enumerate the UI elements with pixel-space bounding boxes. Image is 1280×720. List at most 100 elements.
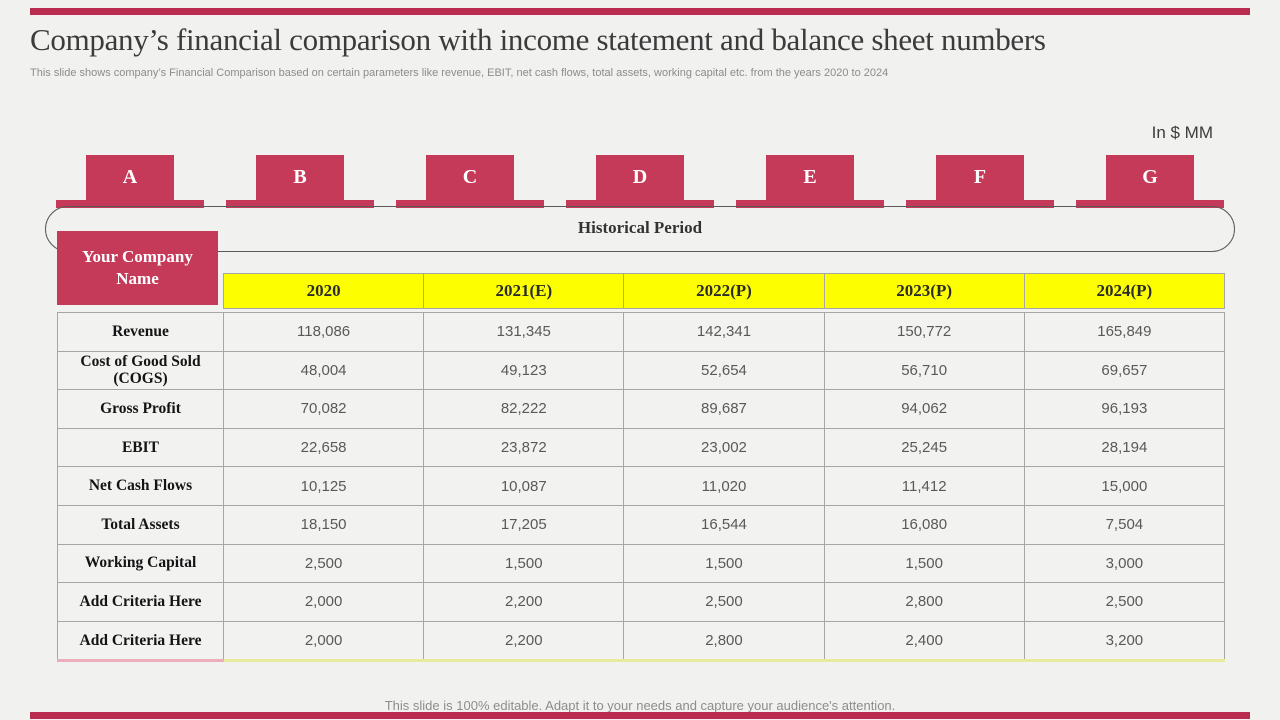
value-cell: 2,500 bbox=[623, 582, 825, 622]
value-cell: 89,687 bbox=[623, 389, 825, 429]
value-cell: 23,872 bbox=[423, 427, 625, 468]
value-cell: 11,412 bbox=[823, 466, 1025, 506]
row-label: Add Criteria Here bbox=[57, 620, 224, 663]
value-cell: 2,500 bbox=[1023, 582, 1226, 622]
tab-letter: B bbox=[256, 155, 344, 200]
tab-letter: A bbox=[86, 155, 174, 200]
timeline-tab-a: A bbox=[45, 155, 215, 208]
value-cell: 49,123 bbox=[423, 350, 625, 391]
value-cell: 52,654 bbox=[623, 350, 825, 391]
tab-letter: C bbox=[426, 155, 514, 200]
value-cell: 56,710 bbox=[823, 350, 1025, 391]
tab-flange bbox=[566, 200, 714, 208]
value-cell: 48,004 bbox=[222, 350, 425, 391]
value-cell: 165,849 bbox=[1023, 312, 1226, 352]
top-accent-bar bbox=[30, 8, 1250, 15]
page-subtitle: This slide shows company’s Financial Com… bbox=[30, 67, 889, 79]
historical-period-banner: Historical Period bbox=[45, 206, 1235, 252]
value-cell: 23,002 bbox=[623, 427, 825, 468]
table-row: Revenue 118,086 131,345 142,341 150,772 165,8… bbox=[57, 312, 1226, 352]
value-cell: 142,341 bbox=[623, 312, 825, 352]
year-header: 2024(P) bbox=[1023, 273, 1226, 309]
year-header: 2023(P) bbox=[823, 273, 1025, 309]
value-cell: 11,020 bbox=[623, 466, 825, 506]
value-cell: 1,500 bbox=[423, 543, 625, 584]
table-row: Add Criteria Here 2,000 2,200 2,800 2,400 3,2… bbox=[57, 620, 1226, 663]
timeline-tab-e: E bbox=[725, 155, 895, 208]
value-cell: 131,345 bbox=[423, 312, 625, 352]
value-cell: 22,658 bbox=[222, 427, 425, 468]
timeline-tab-b: B bbox=[215, 155, 385, 208]
value-cell: 2,800 bbox=[623, 620, 825, 663]
row-label: Add Criteria Here bbox=[57, 582, 224, 622]
value-cell: 2,000 bbox=[222, 620, 425, 663]
value-cell: 118,086 bbox=[222, 312, 425, 352]
year-header-row: 2020 2021(E) 2022(P) 2023(P) 2024(P) bbox=[222, 273, 1226, 309]
table-row: Working Capital 2,500 1,500 1,500 1,500 3,000 bbox=[57, 543, 1226, 584]
tab-flange bbox=[736, 200, 884, 208]
value-cell: 7,504 bbox=[1023, 504, 1226, 545]
value-cell: 10,125 bbox=[222, 466, 425, 506]
tab-letter: F bbox=[936, 155, 1024, 200]
tab-flange bbox=[56, 200, 204, 208]
value-cell: 1,500 bbox=[623, 543, 825, 584]
row-label: Total Assets bbox=[57, 504, 224, 545]
value-cell: 2,200 bbox=[423, 620, 625, 663]
value-cell: 17,205 bbox=[423, 504, 625, 545]
table-row: EBIT 22,658 23,872 23,002 25,245 28,194 bbox=[57, 427, 1226, 468]
value-cell: 18,150 bbox=[222, 504, 425, 545]
company-name-label: Your Company Name bbox=[82, 246, 193, 288]
row-label: Revenue bbox=[57, 312, 224, 352]
row-label: EBIT bbox=[57, 427, 224, 468]
table-row: Cost of Good Sold (COGS) 48,004 49,123 52,6… bbox=[57, 350, 1226, 391]
financial-table: Revenue 118,086 131,345 142,341 150,772 165,8… bbox=[57, 312, 1226, 663]
year-header: 2022(P) bbox=[623, 273, 825, 309]
year-header-cells: 2020 2021(E) 2022(P) 2023(P) 2024(P) bbox=[222, 273, 1226, 309]
tab-flange bbox=[906, 200, 1054, 208]
value-cell: 3,000 bbox=[1023, 543, 1226, 584]
value-cell: 3,200 bbox=[1023, 620, 1226, 663]
value-cell: 2,800 bbox=[823, 582, 1025, 622]
row-label: Net Cash Flows bbox=[57, 466, 224, 506]
tab-letter: G bbox=[1106, 155, 1194, 200]
financial-table-body: Revenue 118,086 131,345 142,341 150,772 165,8… bbox=[57, 312, 1226, 663]
table-row: Gross Profit 70,082 82,222 89,687 94,062 96,1… bbox=[57, 389, 1226, 429]
timeline-tab-c: C bbox=[385, 155, 555, 208]
value-cell: 70,082 bbox=[222, 389, 425, 429]
value-cell: 25,245 bbox=[823, 427, 1025, 468]
value-cell: 96,193 bbox=[1023, 389, 1226, 429]
row-label: Gross Profit bbox=[57, 389, 224, 429]
tab-flange bbox=[396, 200, 544, 208]
row-label: Working Capital bbox=[57, 543, 224, 584]
value-cell: 94,062 bbox=[823, 389, 1025, 429]
value-cell: 16,080 bbox=[823, 504, 1025, 545]
timeline-tabs: A B C D E F G bbox=[45, 155, 1235, 208]
bottom-accent-bar bbox=[30, 712, 1250, 719]
value-cell: 10,087 bbox=[423, 466, 625, 506]
historical-period-label: Historical Period bbox=[577, 218, 703, 237]
tab-letter: E bbox=[766, 155, 854, 200]
value-cell: 2,500 bbox=[222, 543, 425, 584]
value-cell: 16,544 bbox=[623, 504, 825, 545]
company-name-box[interactable]: Your Company Name bbox=[57, 231, 218, 305]
table-row: Total Assets 18,150 17,205 16,544 16,080 7,50… bbox=[57, 504, 1226, 545]
unit-label: In $ MM bbox=[1151, 123, 1213, 142]
timeline-tab-d: D bbox=[555, 155, 725, 208]
row-label: Cost of Good Sold (COGS) bbox=[57, 350, 224, 391]
value-cell: 150,772 bbox=[823, 312, 1025, 352]
table-row: Net Cash Flows 10,125 10,087 11,020 11,412 15… bbox=[57, 466, 1226, 506]
year-header: 2020 bbox=[222, 273, 425, 309]
tab-flange bbox=[1076, 200, 1224, 208]
table-row: Add Criteria Here 2,000 2,200 2,500 2,800 2,5… bbox=[57, 582, 1226, 622]
value-cell: 2,200 bbox=[423, 582, 625, 622]
value-cell: 2,000 bbox=[222, 582, 425, 622]
footer-note: This slide is 100% editable. Adapt it to… bbox=[384, 698, 896, 713]
tab-letter: D bbox=[596, 155, 684, 200]
value-cell: 82,222 bbox=[423, 389, 625, 429]
timeline-tab-g: G bbox=[1065, 155, 1235, 208]
value-cell: 1,500 bbox=[823, 543, 1025, 584]
value-cell: 15,000 bbox=[1023, 466, 1226, 506]
timeline-tab-f: F bbox=[895, 155, 1065, 208]
value-cell: 69,657 bbox=[1023, 350, 1226, 391]
page-title: Company’s financial comparison with inco… bbox=[30, 22, 1046, 57]
